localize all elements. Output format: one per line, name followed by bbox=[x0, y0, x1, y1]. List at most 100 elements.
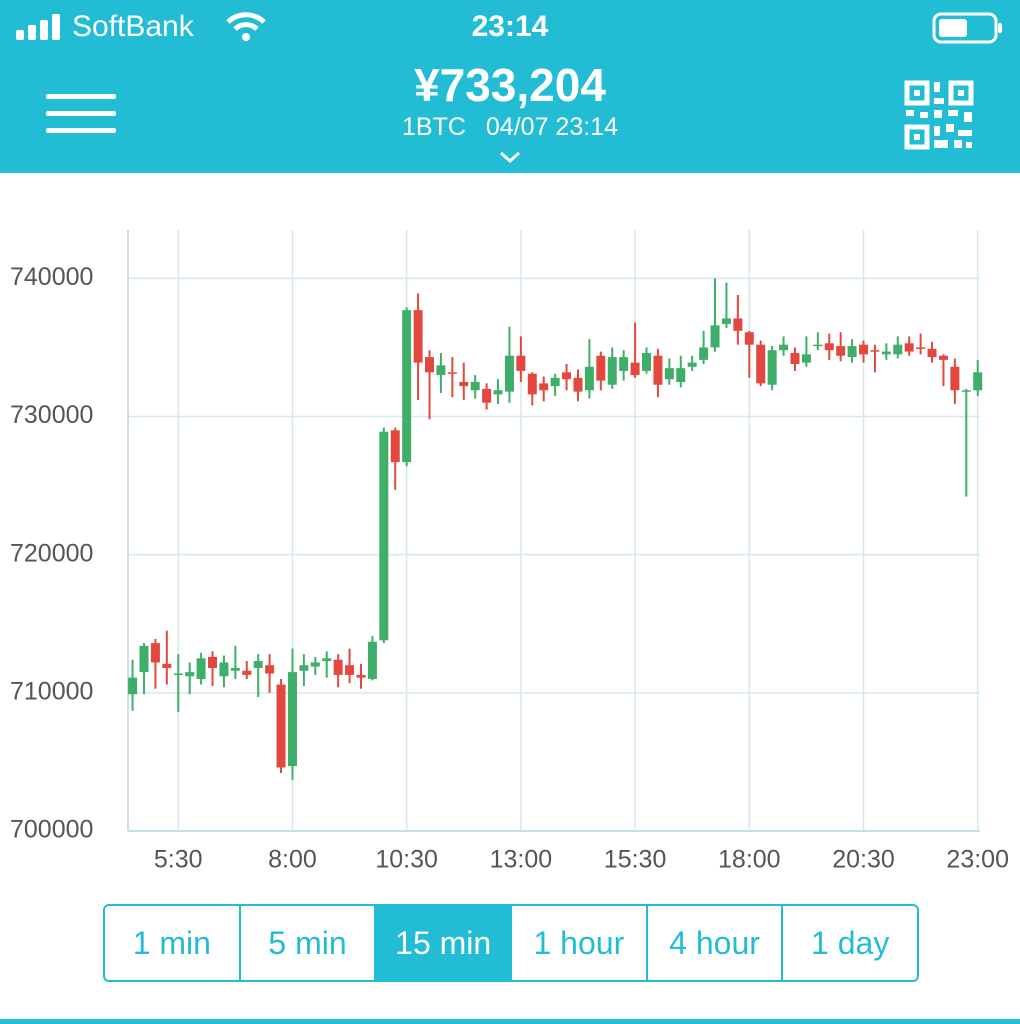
candle-body bbox=[973, 372, 983, 391]
candle-body bbox=[173, 673, 183, 675]
y-tick-label: 700000 bbox=[10, 816, 93, 844]
candle-body bbox=[619, 357, 629, 371]
candle-body bbox=[642, 352, 652, 371]
candle-body bbox=[779, 344, 789, 351]
candle-body bbox=[550, 377, 560, 387]
candle-body bbox=[402, 310, 412, 463]
candle-body bbox=[687, 362, 697, 367]
candle-body bbox=[676, 368, 686, 382]
candle-body bbox=[756, 344, 766, 384]
candle-body bbox=[185, 672, 195, 677]
x-tick-label: 18:00 bbox=[718, 846, 781, 874]
candle-body bbox=[859, 344, 869, 355]
candle-body bbox=[664, 368, 674, 380]
candle-body bbox=[870, 350, 880, 352]
x-tick-label: 8:00 bbox=[268, 846, 317, 874]
candle-body bbox=[927, 348, 937, 358]
price-info: 1BTC 04/07 23:14 bbox=[0, 113, 1020, 142]
timeframe-tab[interactable]: 4 hour bbox=[645, 906, 782, 980]
candle-body bbox=[322, 658, 332, 662]
unit: 1BTC bbox=[402, 113, 466, 141]
candle-body bbox=[813, 344, 823, 347]
candlestick-chart: 700000 710000 720000 730000 740000 5:30 8:00 10… bbox=[10, 230, 1009, 874]
candle-body bbox=[801, 354, 811, 363]
candle-body bbox=[367, 641, 377, 680]
bottom-border bbox=[0, 1019, 1020, 1024]
candle-body bbox=[493, 390, 503, 395]
candle-body bbox=[836, 346, 846, 356]
menu-button[interactable] bbox=[46, 94, 118, 136]
candle-body bbox=[847, 346, 857, 358]
header-bar: SoftBank 23:14 ¥733,204 1BTC 04/07 23:14 bbox=[0, 0, 1020, 173]
candle-body bbox=[447, 372, 457, 374]
candle-body bbox=[573, 377, 583, 392]
candle-body bbox=[893, 344, 903, 355]
candle-body bbox=[253, 661, 263, 668]
candle-body bbox=[310, 662, 320, 667]
candle-body bbox=[539, 383, 549, 391]
candle-body bbox=[607, 357, 617, 385]
x-tick-label: 20:30 bbox=[832, 846, 895, 874]
timeframe-tab[interactable]: 5 min bbox=[238, 906, 375, 980]
candle-body bbox=[379, 431, 389, 641]
candle-body bbox=[562, 372, 572, 380]
candle-body bbox=[881, 351, 891, 355]
candle-body bbox=[425, 357, 435, 373]
price: ¥733,204 bbox=[414, 59, 606, 111]
candle-body bbox=[287, 672, 297, 767]
battery-icon bbox=[932, 12, 1002, 44]
expand-button[interactable] bbox=[498, 150, 522, 164]
timeframe-tab[interactable]: 15 min bbox=[374, 906, 511, 980]
carrier: SoftBank bbox=[72, 10, 194, 43]
datetime: 04/07 23:14 bbox=[485, 113, 618, 141]
candle-body bbox=[390, 430, 400, 463]
candle-body bbox=[482, 388, 492, 403]
candle-body bbox=[333, 659, 343, 675]
candle-body bbox=[916, 347, 926, 349]
candle-body bbox=[196, 658, 206, 680]
candle-body bbox=[265, 665, 275, 674]
qr-button[interactable] bbox=[904, 80, 974, 150]
candle-body bbox=[516, 355, 526, 371]
candle-body bbox=[459, 381, 469, 387]
candle-body bbox=[950, 366, 960, 391]
candle-body bbox=[790, 352, 800, 365]
candle-body bbox=[504, 355, 514, 392]
x-tick-label: 5:30 bbox=[154, 846, 203, 874]
candle-body bbox=[938, 355, 948, 360]
y-tick-label: 710000 bbox=[10, 677, 93, 705]
candle-body bbox=[744, 332, 754, 345]
candle-body bbox=[904, 343, 914, 352]
candle-body bbox=[436, 365, 446, 376]
candle-body bbox=[299, 665, 309, 671]
candle-body bbox=[345, 665, 355, 675]
candle-body bbox=[653, 355, 663, 385]
x-tick-label: 10:30 bbox=[375, 846, 438, 874]
candle-body bbox=[470, 381, 480, 391]
candle-body bbox=[824, 343, 834, 351]
x-tick-label: 23:00 bbox=[946, 846, 1009, 874]
y-tick-label: 740000 bbox=[10, 263, 93, 291]
clock: 23:14 bbox=[471, 10, 549, 43]
timeframe-tab[interactable]: 1 day bbox=[781, 906, 917, 980]
candle-body bbox=[230, 667, 240, 671]
candle-body bbox=[128, 677, 138, 695]
timeframe-tabs: 1 min 5 min 15 min 1 hour 4 hour 1 day bbox=[103, 904, 919, 982]
timeframe-tab[interactable]: 1 min bbox=[132, 924, 211, 961]
wifi-icon bbox=[226, 12, 266, 41]
candle-body bbox=[162, 663, 172, 668]
y-tick-label: 720000 bbox=[10, 539, 93, 567]
candle-body bbox=[219, 662, 229, 677]
candle-body bbox=[150, 643, 160, 663]
candle-body bbox=[208, 656, 218, 668]
candle-body bbox=[527, 373, 537, 395]
timeframe-tab[interactable]: 1 hour bbox=[510, 906, 646, 980]
candle-body bbox=[276, 684, 286, 768]
candle-body bbox=[710, 325, 720, 348]
candle-body bbox=[630, 362, 640, 376]
candle-body bbox=[721, 318, 731, 324]
candle-body bbox=[596, 355, 606, 381]
candle-body bbox=[413, 310, 423, 363]
candle-body bbox=[733, 318, 743, 331]
